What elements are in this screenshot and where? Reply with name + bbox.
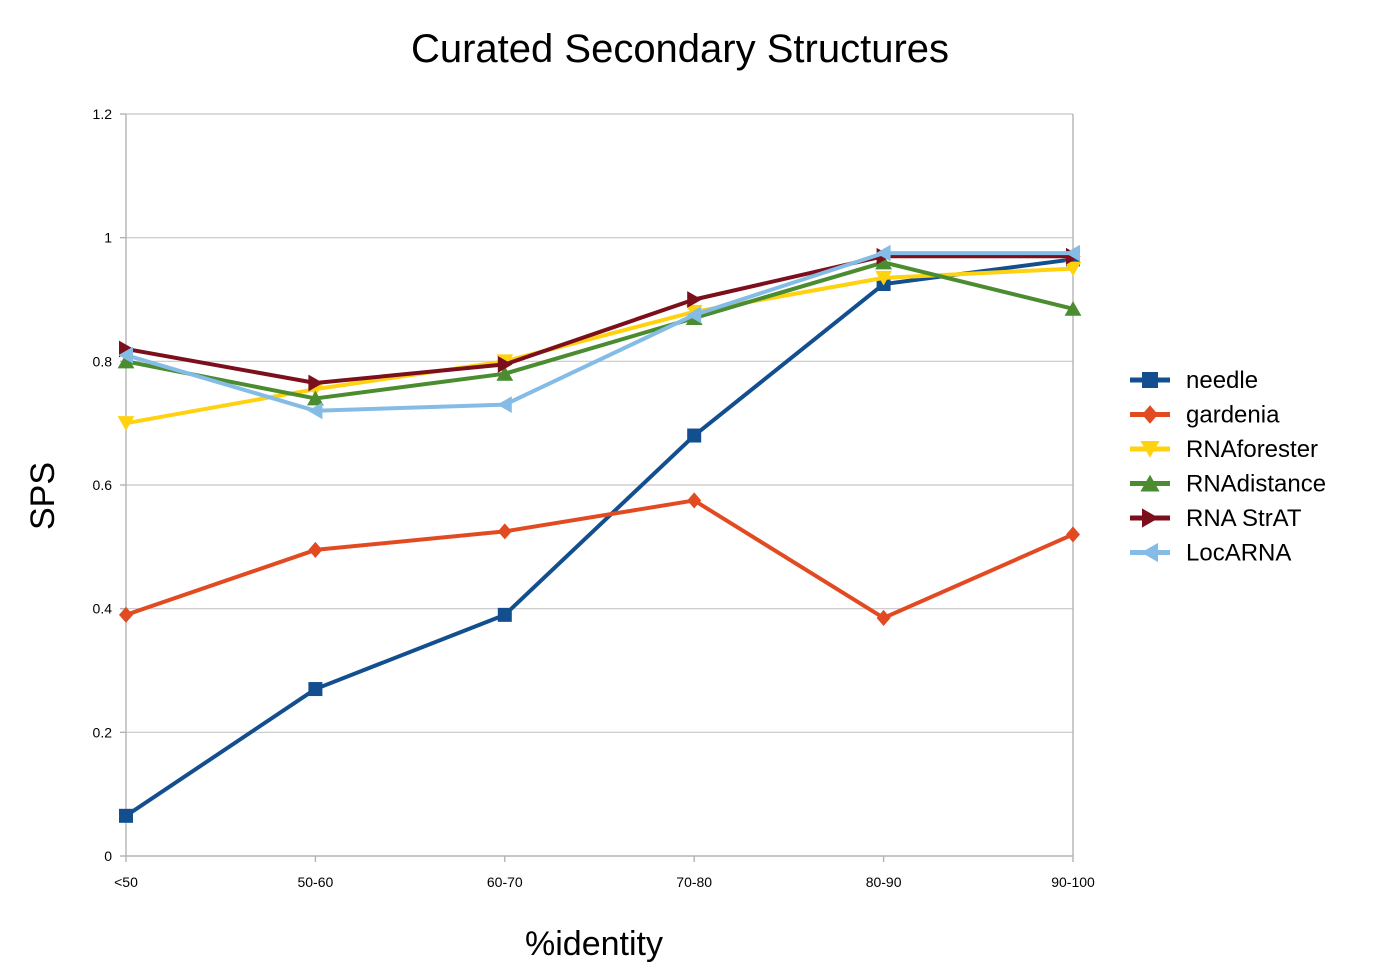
legend-label: RNA StrAT: [1186, 505, 1302, 532]
data-point: [875, 254, 892, 270]
data-point: [496, 366, 514, 381]
data-point: [119, 808, 133, 823]
data-point: [307, 402, 323, 420]
legend-marker: [1141, 542, 1158, 563]
data-point: [497, 396, 512, 414]
data-point: [308, 682, 323, 697]
series-line: [124, 251, 1075, 413]
y-tick-label: 1.2: [93, 106, 113, 122]
data-point: [876, 609, 891, 626]
x-tick-label: 60-70: [487, 874, 523, 890]
grid: [126, 113, 1073, 733]
data-point: [497, 607, 512, 622]
data-point: [117, 353, 135, 369]
data-point: [119, 606, 133, 623]
y-tick-label: 1: [104, 230, 112, 246]
x-tick-label: 90-100: [1051, 874, 1095, 890]
series-line: [124, 260, 1075, 401]
legend-label: RNAforester: [1186, 436, 1318, 463]
legend-label: gardenia: [1186, 402, 1280, 429]
legend-marker: [1142, 405, 1158, 424]
legend-item: RNAdistance: [1130, 471, 1326, 498]
y-axis-label: SPS: [24, 462, 62, 530]
data-point: [686, 306, 702, 324]
data-point: [117, 416, 135, 431]
data-point: [1065, 244, 1080, 262]
data-point: [1066, 526, 1080, 543]
legend-item: LocARNA: [1130, 540, 1291, 567]
data-point: [497, 356, 513, 373]
legend-marker: [1140, 474, 1160, 492]
legend-marker: [1142, 508, 1159, 528]
y-tick-label: 0.6: [93, 477, 113, 493]
legend-item: RNAforester: [1130, 436, 1318, 463]
data-point: [308, 541, 323, 558]
legend: needle gardenia RNAforester RNAdistance RNA …: [1130, 367, 1326, 567]
data-point: [875, 244, 891, 262]
series-locarna: [118, 244, 1080, 420]
legend-label: RNAdistance: [1186, 471, 1326, 498]
x-axis-label: %identity: [525, 925, 663, 963]
y-tick-label: 0.4: [93, 601, 113, 617]
data-point: [687, 492, 702, 509]
y-tick-label: 0.2: [93, 724, 113, 740]
x-tick-label: <50: [114, 874, 138, 890]
tick-labels: 0 0.2 0.4 0.6 0.8 1 1.2 <50 50-60 60-70 70-80 80-90…: [93, 106, 1095, 890]
data-point: [1064, 301, 1082, 316]
legend-item: gardenia: [1130, 402, 1280, 429]
legend-label: LocARNA: [1186, 540, 1291, 567]
series-needle: [119, 252, 1080, 823]
axes: [120, 113, 1074, 862]
data-point: [497, 523, 512, 540]
series-line: [124, 254, 1075, 385]
x-tick-label: 50-60: [297, 874, 333, 890]
data-point: [308, 374, 324, 392]
series-line: [124, 257, 1075, 818]
legend-marker: [1140, 441, 1160, 458]
y-tick-label: 0.8: [93, 353, 113, 369]
series-gardenia: [119, 492, 1080, 626]
series-rna-strat: [119, 247, 1081, 392]
x-tick-label: 80-90: [866, 874, 902, 890]
legend-marker: [1142, 372, 1158, 388]
data-point: [687, 428, 702, 443]
legend-item: RNA StrAT: [1130, 505, 1302, 532]
legend-label: needle: [1186, 367, 1258, 394]
y-tick-label: 0: [104, 848, 112, 864]
data-point: [1064, 261, 1082, 277]
x-tick-label: 70-80: [676, 874, 712, 890]
data-point: [118, 346, 133, 364]
data-point: [875, 270, 892, 286]
data-point: [687, 291, 702, 308]
series-line: [124, 498, 1075, 620]
data-point: [307, 390, 324, 406]
series-line: [124, 266, 1075, 426]
chart-title: Curated Secondary Structures: [411, 27, 949, 71]
legend-item: needle: [1130, 367, 1258, 394]
series-lines: [117, 244, 1082, 823]
